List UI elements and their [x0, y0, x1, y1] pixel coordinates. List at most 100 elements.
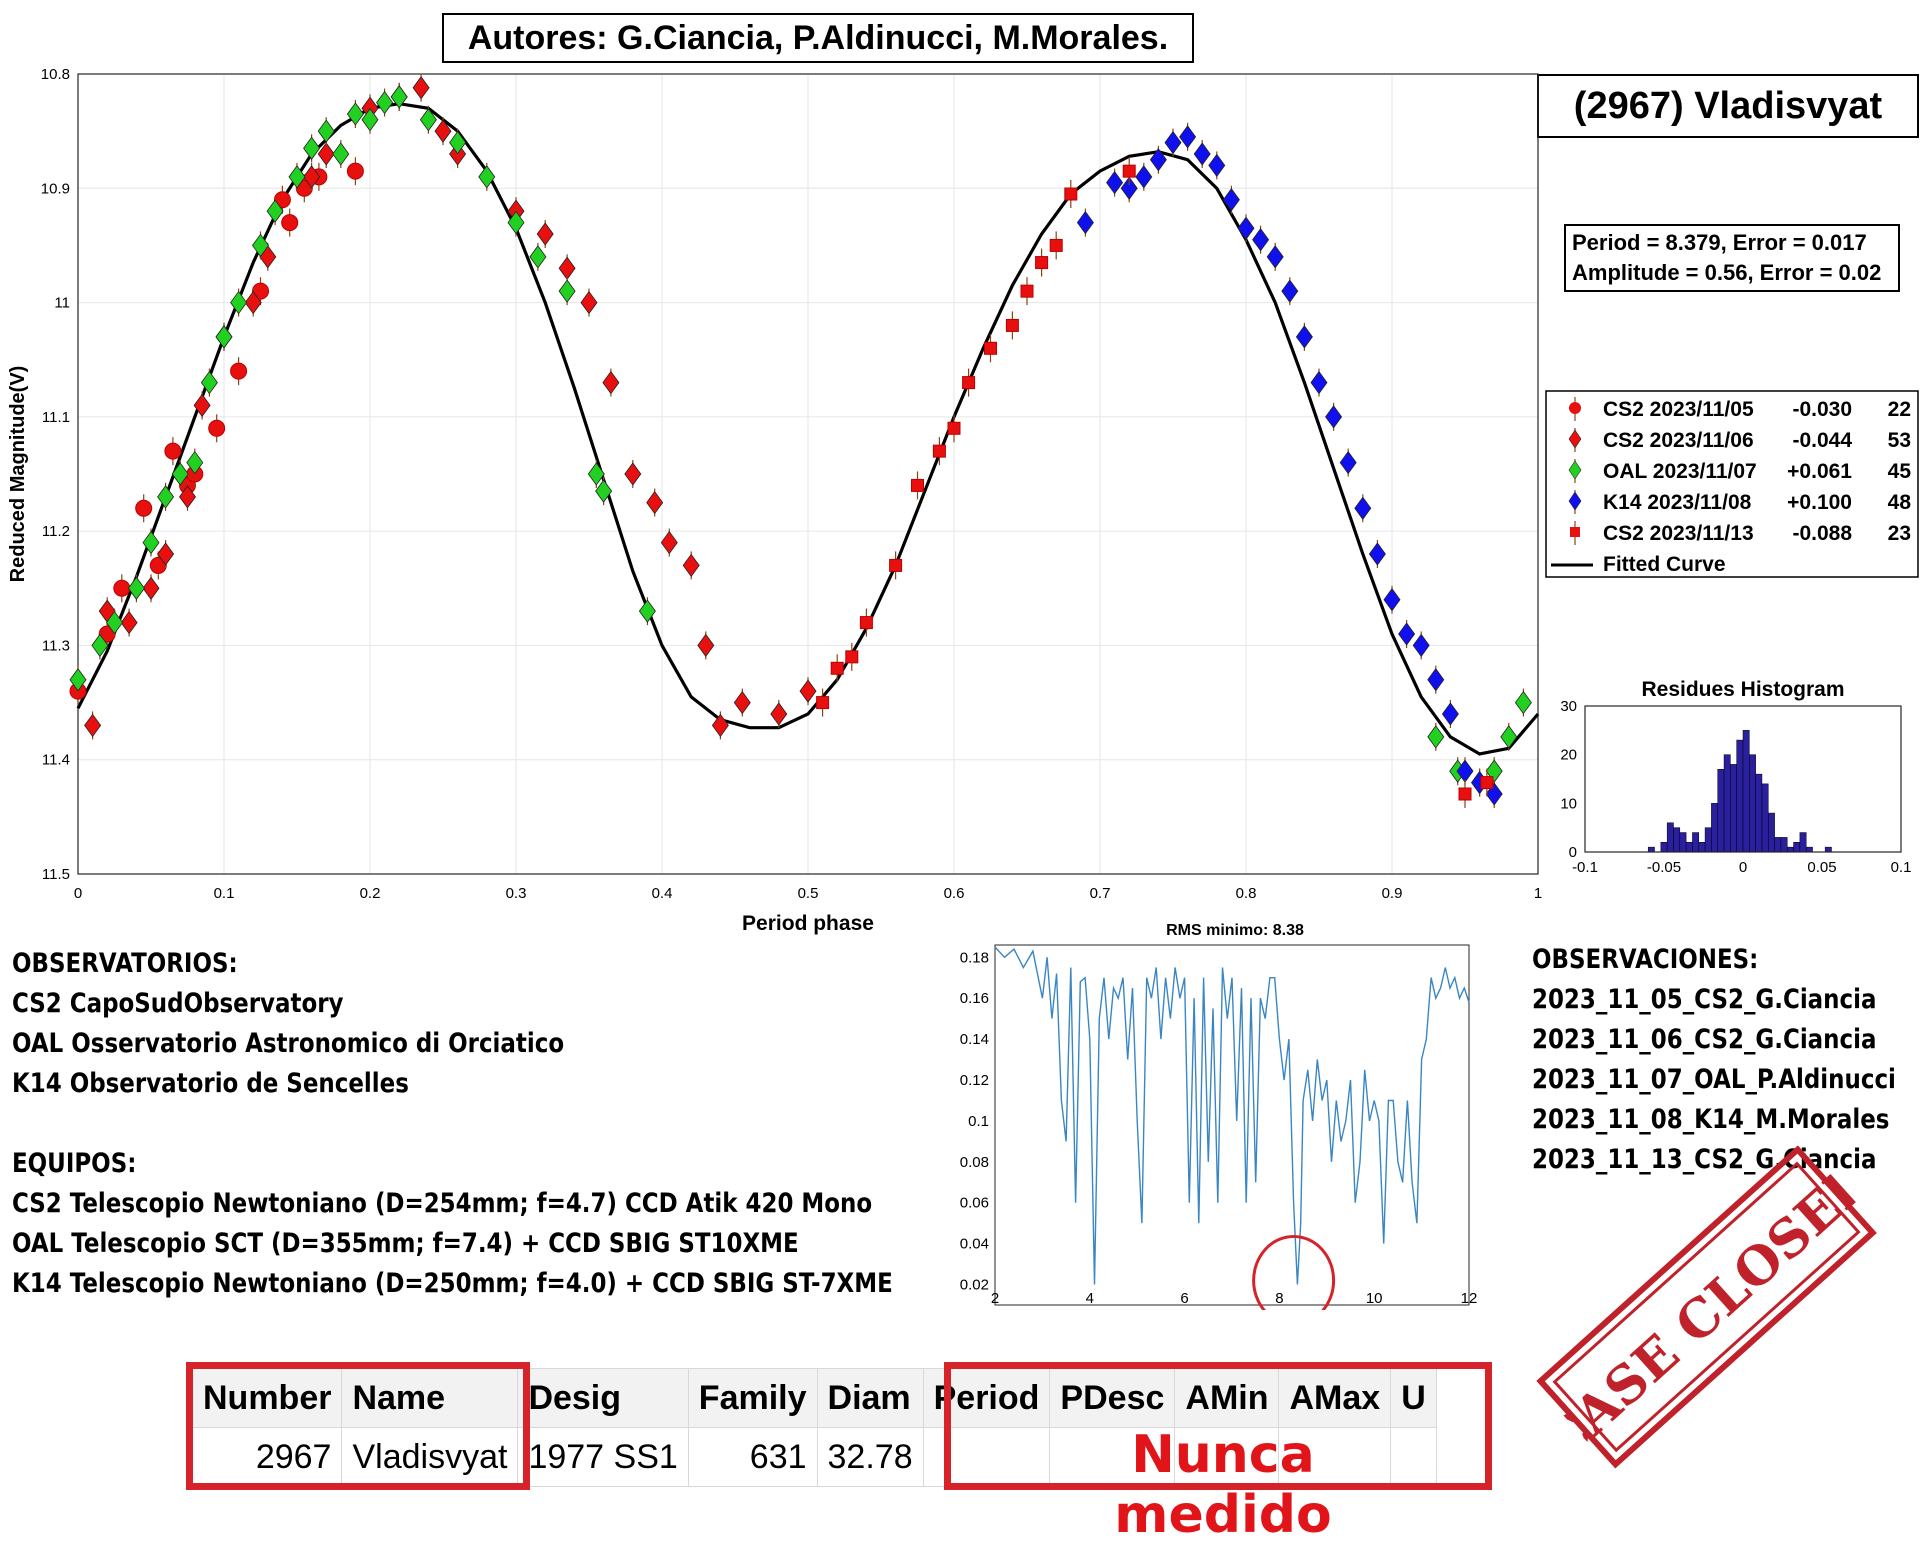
data-point [230, 290, 248, 315]
observacion-item: 2023_11_13_CS2_G.Ciancia [1532, 1144, 1877, 1175]
data-point [135, 499, 153, 517]
data-point [1164, 130, 1182, 155]
legend-count: 22 [1888, 398, 1911, 421]
period-line: Period = 8.379, Error = 0.017 [1572, 230, 1867, 255]
y-tick-label: 11.1 [42, 409, 70, 426]
data-point [346, 102, 364, 126]
x-axis-label: Period phase [742, 912, 874, 935]
data-point [660, 530, 678, 555]
periodogram-x-tick: 12 [1461, 1290, 1478, 1307]
data-point [770, 702, 788, 726]
data-point [507, 210, 525, 235]
observatorio-item: K14 Observatorio de Sencelles [12, 1068, 409, 1099]
data-point [142, 530, 160, 555]
table-row: 2967 Vladisvyat 1977 SS1 631 32.78 [191, 1427, 1437, 1487]
x-tick-label: 0.5 [798, 885, 819, 902]
histogram-bar [1711, 803, 1718, 853]
data-point [1179, 125, 1197, 149]
observacion-item: 2023_11_08_K14_M.Morales [1532, 1104, 1890, 1135]
data-point [273, 191, 291, 209]
data-point [179, 485, 196, 509]
x-tick-label: 0.4 [652, 885, 673, 902]
residues-histogram: Residues Histogram -0.1 -0.05 0 0.05 0.1 0 10 2… [1560, 678, 1911, 876]
data-point [536, 222, 554, 246]
histogram-x-tick: -0.05 [1647, 859, 1681, 876]
data-point [142, 576, 160, 600]
legend-count: 45 [1888, 460, 1912, 483]
data-point [1412, 633, 1430, 658]
data-point [157, 542, 175, 566]
data-point [697, 633, 715, 658]
col-pdesc: PDesc [1049, 1368, 1176, 1428]
data-point [711, 713, 729, 738]
histogram-bar [1768, 812, 1775, 853]
observatorio-item: OAL Osservatorio Astronomico di Orciatic… [12, 1028, 565, 1059]
col-amax: AMax [1278, 1368, 1392, 1428]
data-point [106, 610, 123, 635]
data-point [208, 419, 226, 437]
periodogram-y-tick: 0.1 [968, 1113, 989, 1130]
data-point [1398, 622, 1416, 646]
fitted-curve [76, 102, 1540, 756]
data-point [1295, 325, 1313, 349]
data-point [332, 142, 350, 166]
periodogram-y-tick: 0.12 [960, 1072, 989, 1089]
histogram-bar [1824, 846, 1832, 853]
x-tick-label: 0.2 [360, 885, 381, 902]
y-tick-label: 10.9 [41, 180, 70, 197]
histogram-bar [1730, 764, 1737, 853]
asteroid-title: (2967) Vladisvyat [1537, 74, 1919, 138]
periodogram-y-tick: 0.08 [960, 1154, 989, 1171]
legend-count: 23 [1888, 522, 1911, 545]
histogram-y-tick: 30 [1560, 698, 1577, 715]
legend-count: 53 [1888, 429, 1911, 452]
legend-name: CS2 2023/11/06 [1603, 429, 1754, 452]
histogram-bar [1717, 769, 1725, 853]
observacion-item: 2023_11_06_CS2_G.Ciancia [1532, 1024, 1877, 1055]
histogram-bar [1774, 837, 1782, 853]
periodogram-x-tick: 2 [991, 1290, 999, 1307]
data-point [1266, 245, 1284, 269]
cell-amax [1278, 1427, 1392, 1487]
histogram-bar [1698, 842, 1706, 853]
data-point [1005, 318, 1019, 332]
data-point [84, 713, 102, 738]
periodogram-y-tick: 0.04 [960, 1236, 989, 1253]
data-point [816, 696, 830, 710]
data-point [602, 370, 620, 395]
histogram-bar [1679, 832, 1687, 853]
data-point [947, 421, 961, 435]
x-tick-label: 1 [1534, 885, 1542, 902]
data-point [1427, 668, 1445, 692]
histogram-title: Residues Histogram [1641, 678, 1844, 701]
legend-marker [1570, 527, 1580, 537]
histogram-bar [1793, 842, 1801, 853]
data-point [845, 650, 859, 664]
data-point [149, 556, 167, 574]
histogram-y-tick: 0 [1569, 844, 1577, 861]
legend-name: K14 2023/11/08 [1603, 491, 1752, 514]
data-point [638, 599, 656, 623]
table-header-row: Number Name Desig Family Diam Period PDe… [191, 1368, 1437, 1428]
y-axis-label: Reduced Magnitude(V) [7, 366, 29, 583]
periodogram-line [994, 946, 1470, 1285]
col-amin: AMin [1174, 1368, 1280, 1428]
data-point [830, 661, 844, 675]
histogram-bar [1666, 822, 1674, 853]
histogram-bar [1755, 773, 1763, 853]
observaciones-title: OBSERVACIONES: [1532, 944, 1759, 975]
col-diam: Diam [816, 1368, 924, 1428]
histogram-bar [1692, 832, 1700, 853]
histogram-bar [1704, 827, 1712, 853]
y-tick-label: 11 [54, 295, 70, 312]
cell-u [1390, 1427, 1437, 1487]
data-point [1325, 405, 1343, 429]
histogram-bar [1786, 846, 1794, 853]
histogram-bar [1805, 846, 1813, 853]
observaciones-block: OBSERVACIONES: 2023_11_05_CS2_G.Ciancia … [1532, 940, 1896, 1180]
data-point [1310, 370, 1328, 395]
cell-desig: 1977 SS1 [517, 1427, 689, 1487]
data-point [1480, 776, 1494, 790]
histogram-x-tick: 0 [1739, 859, 1747, 876]
cell-diam: 32.78 [816, 1427, 924, 1487]
